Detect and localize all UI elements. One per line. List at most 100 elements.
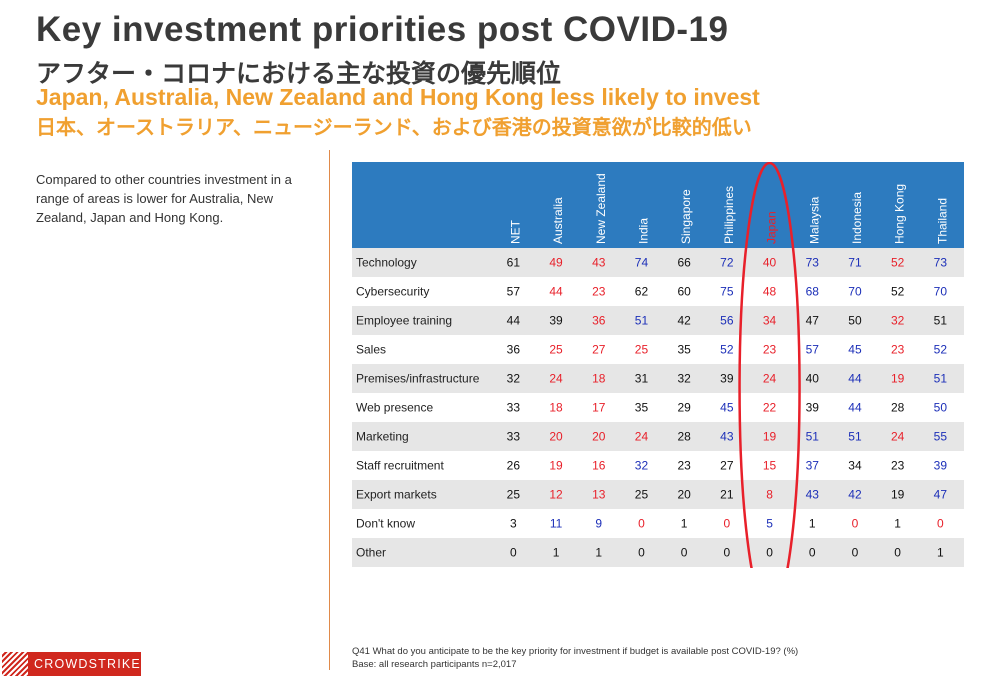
table-row-stripe xyxy=(352,538,964,567)
data-cell: 22 xyxy=(763,401,777,415)
data-cell: 18 xyxy=(549,401,563,415)
data-cell: 51 xyxy=(934,314,948,328)
data-cell: 52 xyxy=(720,343,734,357)
table-row-stripe xyxy=(352,480,964,509)
data-cell: 24 xyxy=(763,372,777,386)
data-cell: 0 xyxy=(937,517,944,531)
data-cell: 23 xyxy=(763,343,777,357)
data-cell: 1 xyxy=(894,517,901,531)
data-cell: 36 xyxy=(507,343,521,357)
data-cell: 57 xyxy=(507,285,521,299)
data-cell: 34 xyxy=(763,314,777,328)
row-label: Cybersecurity xyxy=(356,285,429,299)
data-cell: 0 xyxy=(894,546,901,560)
data-cell: 47 xyxy=(934,488,948,502)
data-cell: 24 xyxy=(635,430,649,444)
table-row-stripe xyxy=(352,422,964,451)
data-cell: 75 xyxy=(720,285,734,299)
data-cell: 19 xyxy=(549,459,563,473)
data-cell: 52 xyxy=(891,256,905,270)
column-header: Thailand xyxy=(935,198,949,244)
data-cell: 1 xyxy=(595,546,602,560)
column-header: Malaysia xyxy=(807,196,821,244)
data-cell: 1 xyxy=(937,546,944,560)
data-cell: 24 xyxy=(549,372,563,386)
row-label: Employee training xyxy=(356,314,452,328)
data-cell: 18 xyxy=(592,372,606,386)
column-header: Japan xyxy=(765,211,779,244)
row-label: Other xyxy=(356,546,386,560)
data-cell: 52 xyxy=(934,343,948,357)
data-cell: 45 xyxy=(848,343,862,357)
data-cell: 0 xyxy=(724,546,731,560)
column-header: Hong Kong xyxy=(893,184,907,244)
data-cell: 19 xyxy=(891,488,905,502)
data-cell: 21 xyxy=(720,488,734,502)
data-cell: 3 xyxy=(510,517,517,531)
data-cell: 27 xyxy=(720,459,734,473)
table-row-stripe xyxy=(352,364,964,393)
data-cell: 23 xyxy=(891,343,905,357)
data-cell: 24 xyxy=(891,430,905,444)
row-label: Web presence xyxy=(356,401,433,415)
data-cell: 74 xyxy=(635,256,649,270)
data-cell: 5 xyxy=(766,517,773,531)
data-cell: 0 xyxy=(681,546,688,560)
divider-line xyxy=(329,150,330,670)
data-cell: 20 xyxy=(677,488,691,502)
data-cell: 8 xyxy=(766,488,773,502)
data-cell: 61 xyxy=(507,256,521,270)
data-cell: 43 xyxy=(592,256,606,270)
column-header: NET xyxy=(508,219,522,244)
data-cell: 40 xyxy=(763,256,777,270)
data-cell: 50 xyxy=(934,401,948,415)
data-cell: 51 xyxy=(635,314,649,328)
data-cell: 33 xyxy=(507,401,521,415)
data-cell: 28 xyxy=(677,430,691,444)
data-cell: 32 xyxy=(891,314,905,328)
data-cell: 47 xyxy=(806,314,820,328)
data-cell: 71 xyxy=(848,256,862,270)
column-header: Singapore xyxy=(679,189,693,244)
data-cell: 33 xyxy=(507,430,521,444)
data-cell: 28 xyxy=(891,401,905,415)
logo-stripes-icon xyxy=(2,652,28,676)
data-cell: 25 xyxy=(507,488,521,502)
page-subtitle-japanese: 日本、オーストラリア、ニュージーランド、および香港の投資意欲が比較的低い xyxy=(36,117,752,139)
data-cell: 34 xyxy=(848,459,862,473)
data-cell: 62 xyxy=(635,285,649,299)
row-label: Sales xyxy=(356,343,386,357)
footnote-question: Q41 What do you anticipate to be the key… xyxy=(352,646,799,657)
data-cell: 12 xyxy=(549,488,563,502)
column-header: Australia xyxy=(551,197,565,244)
data-cell: 19 xyxy=(763,430,777,444)
data-cell: 0 xyxy=(852,546,859,560)
data-cell: 44 xyxy=(848,372,862,386)
data-cell: 11 xyxy=(550,517,563,531)
data-cell: 20 xyxy=(549,430,563,444)
data-cell: 66 xyxy=(677,256,691,270)
row-label: Export markets xyxy=(356,488,437,502)
data-cell: 0 xyxy=(638,517,645,531)
row-label: Staff recruitment xyxy=(356,459,444,473)
data-cell: 25 xyxy=(549,343,563,357)
data-cell: 23 xyxy=(891,459,905,473)
data-cell: 25 xyxy=(635,343,649,357)
data-cell: 40 xyxy=(806,372,820,386)
data-cell: 17 xyxy=(592,401,606,415)
data-cell: 35 xyxy=(677,343,691,357)
data-cell: 39 xyxy=(549,314,563,328)
data-cell: 70 xyxy=(848,285,862,299)
data-cell: 32 xyxy=(635,459,649,473)
data-cell: 70 xyxy=(934,285,948,299)
data-cell: 0 xyxy=(809,546,816,560)
data-cell: 0 xyxy=(724,517,731,531)
data-cell: 29 xyxy=(677,401,691,415)
description-text: Compared to other countries investment i… xyxy=(36,172,292,225)
table-header-bg xyxy=(352,162,964,248)
crowdstrike-logo: CROWDSTRIKE xyxy=(2,652,141,676)
column-header: New Zealand xyxy=(594,173,608,244)
row-label: Don't know xyxy=(356,517,415,531)
data-cell: 15 xyxy=(763,459,777,473)
data-cell: 73 xyxy=(806,256,820,270)
